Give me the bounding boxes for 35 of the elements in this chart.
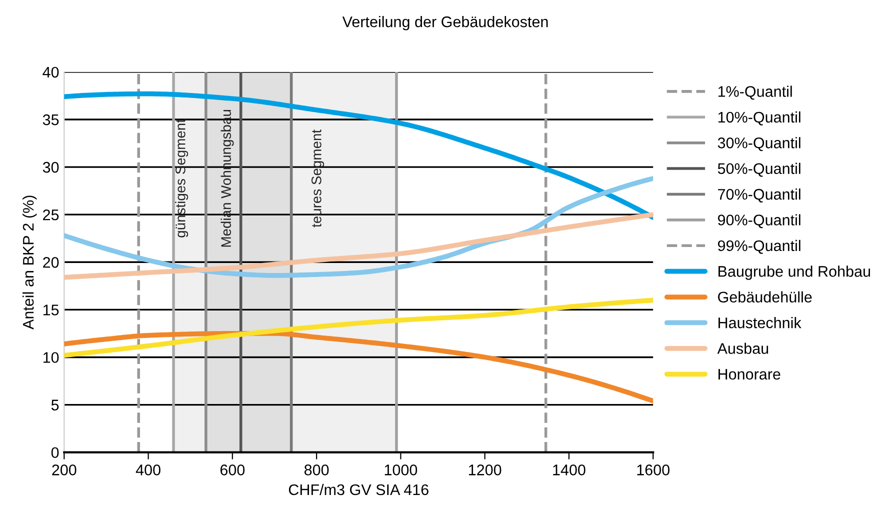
- y-tick-label: 30: [42, 162, 59, 173]
- y-tick-label: 0: [51, 447, 59, 458]
- x-tick-label: 1200: [469, 464, 502, 476]
- band-label: günstiges Segment: [175, 119, 188, 238]
- legend-label: Honorare: [718, 368, 780, 380]
- y-axis-title: Anteil an BKP 2 (%): [22, 196, 37, 330]
- legend-label: 99%-Quantil: [718, 240, 800, 254]
- x-tick-label: 800: [304, 464, 329, 476]
- y-tick-label: 35: [42, 114, 59, 126]
- y-tick-label: 10: [43, 352, 59, 363]
- legend-label: 70%-Quantil: [718, 188, 800, 202]
- legend-label: Baugrube und Rohbau: [718, 266, 870, 280]
- y-tick-label: 20: [43, 257, 59, 268]
- legend-label: 50%-Quantil: [718, 162, 800, 177]
- legend-label: Haustechnik: [718, 317, 802, 328]
- x-tick-label: 400: [136, 464, 160, 476]
- y-tick-label: 5: [51, 400, 59, 410]
- legend-label: 1%-Quantil: [718, 86, 792, 100]
- band-label: Median Wohnungsbau: [220, 110, 234, 247]
- band-label: teures Segment: [312, 130, 324, 228]
- x-axis-title: CHF/m3 GV SIA 416: [288, 484, 428, 496]
- legend-label: 10%-Quantil: [718, 111, 800, 126]
- x-tick-label: 600: [220, 464, 245, 476]
- x-tick-label: 1600: [637, 464, 670, 476]
- y-tick-label: 25: [43, 209, 59, 220]
- x-tick-label: 1000: [384, 464, 418, 476]
- legend-label: 30%-Quantil: [718, 137, 800, 152]
- x-tick-label: 200: [52, 464, 76, 476]
- legend-label: Ausbau: [717, 342, 768, 354]
- chart-title: Verteilung der Gebäudekosten: [342, 16, 548, 30]
- y-tick-label: 40: [42, 66, 59, 78]
- x-tick-label: 1400: [553, 464, 586, 476]
- y-tick-label: 15: [43, 304, 59, 316]
- legend-label: Gebäudehülle: [718, 291, 812, 303]
- legend-label: 90%-Quantil: [718, 214, 800, 228]
